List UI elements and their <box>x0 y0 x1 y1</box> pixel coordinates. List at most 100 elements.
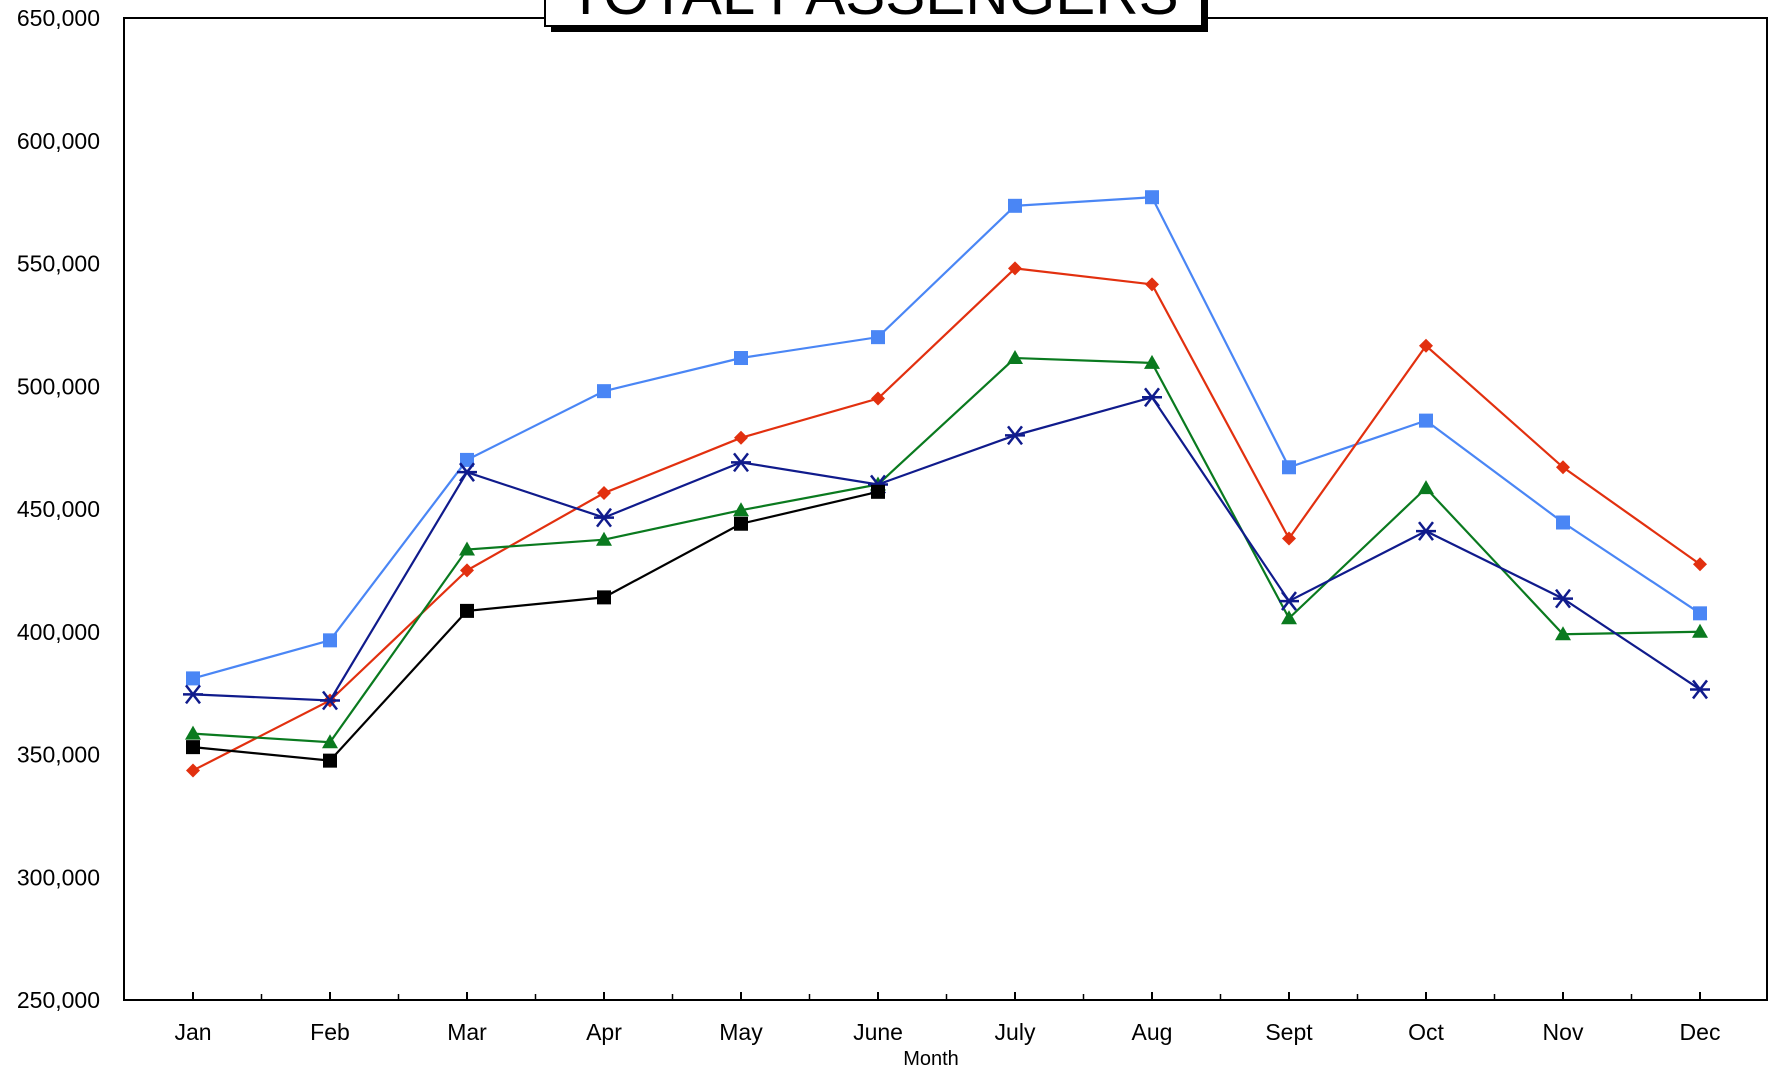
x-tick-label: Apr <box>586 1019 622 1045</box>
x-tick-label: Feb <box>310 1019 350 1045</box>
data-point <box>1005 425 1025 446</box>
data-point <box>1145 190 1159 205</box>
data-point <box>1282 460 1296 475</box>
data-point <box>1007 350 1023 365</box>
data-point <box>1692 623 1708 638</box>
data-point <box>1008 261 1022 276</box>
data-point <box>1008 198 1022 213</box>
y-tick-label: 350,000 <box>17 742 100 768</box>
data-point-stroke <box>1144 387 1160 408</box>
data-point <box>1556 515 1570 530</box>
data-point <box>186 740 200 755</box>
x-tick-label: Jan <box>174 1019 211 1045</box>
x-tick-label: Aug <box>1132 1019 1173 1045</box>
data-point <box>457 462 477 482</box>
y-tick-label: 600,000 <box>17 128 100 154</box>
data-point <box>186 763 200 778</box>
y-tick-label: 250,000 <box>17 987 100 1013</box>
data-point <box>871 484 885 499</box>
y-tick-label: 550,000 <box>17 251 100 277</box>
x-axis: Jan Feb Mar Apr May June July Aug Sept Oct Nov Dec <box>174 992 1720 1045</box>
x-axis-label: Month <box>903 1048 959 1070</box>
chart-title-box: TOTAL PASSENGERS <box>544 0 1208 32</box>
series-line <box>192 396 1701 702</box>
x-tick-label: Nov <box>1543 1019 1584 1045</box>
data-point <box>734 351 748 366</box>
data-point <box>871 330 885 345</box>
x-tick-label: Dec <box>1680 1019 1721 1045</box>
data-point <box>1416 521 1436 541</box>
data-point-stroke <box>1555 588 1571 609</box>
data-point <box>1145 277 1159 292</box>
series-line <box>192 196 1701 680</box>
data-point <box>1690 679 1710 700</box>
data-point <box>1555 626 1571 641</box>
x-tick-label: Oct <box>1408 1019 1444 1045</box>
x-tick-label: May <box>719 1019 763 1045</box>
data-point <box>183 684 203 705</box>
series-4 <box>183 387 1710 711</box>
data-point-stroke <box>1418 521 1434 541</box>
series-1 <box>186 190 1707 686</box>
data-point <box>597 590 611 605</box>
data-point <box>1282 531 1296 546</box>
data-point <box>320 690 340 711</box>
data-point <box>1556 460 1570 475</box>
data-point-stroke <box>1692 679 1708 700</box>
data-point <box>731 452 751 473</box>
y-tick-label: 450,000 <box>17 496 100 522</box>
data-point-stroke <box>185 684 201 705</box>
x-tick-label: June <box>853 1019 903 1045</box>
data-point-stroke <box>1007 425 1023 446</box>
data-point <box>1281 610 1297 625</box>
data-point <box>1418 480 1434 495</box>
data-point <box>323 753 337 768</box>
data-point <box>1553 588 1573 609</box>
data-point <box>1693 606 1707 621</box>
data-point <box>597 384 611 399</box>
data-point <box>734 430 748 445</box>
series-line <box>192 267 1701 772</box>
series-layer <box>183 190 1710 778</box>
data-point <box>596 531 612 546</box>
data-point <box>460 452 474 467</box>
data-point <box>460 563 474 578</box>
data-point-stroke <box>322 690 338 711</box>
data-point <box>733 502 749 517</box>
data-point <box>594 507 614 528</box>
plot-area <box>123 17 1768 1001</box>
data-point <box>1279 591 1299 611</box>
y-tick-label: 400,000 <box>17 619 100 645</box>
data-point <box>460 603 474 618</box>
x-tick-label: Mar <box>447 1019 487 1045</box>
data-point <box>459 541 475 556</box>
x-tick-label: Sept <box>1265 1019 1313 1045</box>
series-3 <box>185 350 1708 749</box>
y-tick-label: 300,000 <box>17 864 100 890</box>
data-point <box>1693 557 1707 572</box>
y-tick-label: 650,000 <box>17 5 100 31</box>
data-point <box>186 671 200 686</box>
data-point <box>1419 338 1433 353</box>
data-point-stroke <box>459 462 475 482</box>
data-point-stroke <box>596 507 612 528</box>
data-point <box>597 486 611 501</box>
data-point <box>1144 354 1160 369</box>
series-line <box>192 356 1701 744</box>
chart-title: TOTAL PASSENGERS <box>567 0 1178 27</box>
data-point-stroke <box>1281 591 1297 611</box>
data-point <box>871 391 885 406</box>
data-point <box>734 516 748 531</box>
data-point <box>1419 413 1433 428</box>
data-point <box>323 633 337 648</box>
series-line <box>192 490 879 762</box>
series-5 <box>186 484 885 768</box>
y-axis: 250,000 300,000 350,000 400,000 450,000 500,0… <box>17 5 100 1013</box>
y-tick-label: 500,000 <box>17 373 100 399</box>
x-tick-label: July <box>995 1019 1036 1045</box>
data-point <box>322 734 338 749</box>
data-point-stroke <box>733 452 749 473</box>
data-point <box>1142 387 1162 408</box>
data-point <box>185 725 201 740</box>
